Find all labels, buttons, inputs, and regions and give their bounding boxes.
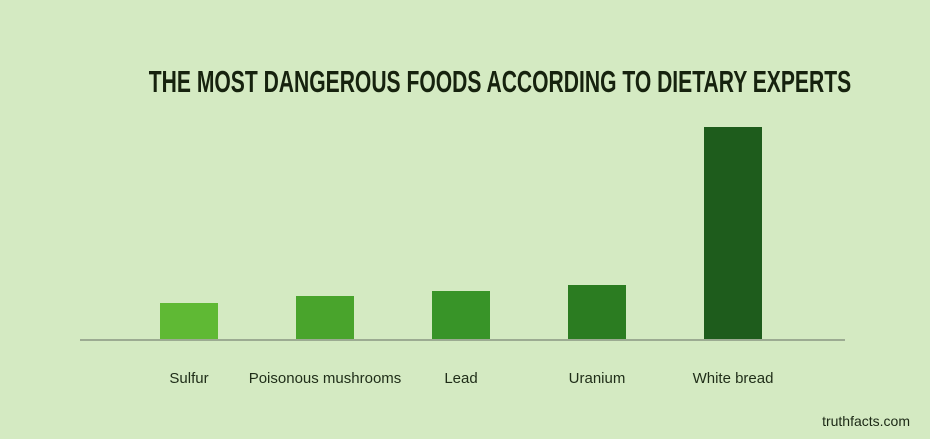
bar-uranium <box>568 285 626 340</box>
category-label-sulfur: Sulfur <box>169 370 209 387</box>
category-label-white-bread: White bread <box>692 370 774 387</box>
credit-text: truthfacts.com <box>822 413 910 429</box>
bar-white-bread <box>704 127 762 340</box>
chart-title: THE MOST DANGEROUS FOODS ACCORDING TO DI… <box>148 64 852 99</box>
bar-lead <box>432 291 490 340</box>
category-label-uranium: Uranium <box>568 370 626 387</box>
bar-sulfur <box>160 303 218 340</box>
category-label-poisonous-mushrooms: Poisonous mushrooms <box>248 370 402 387</box>
bar-poisonous-mushrooms <box>296 296 354 340</box>
x-axis-line <box>80 339 845 341</box>
category-label-lead: Lead <box>444 370 478 387</box>
